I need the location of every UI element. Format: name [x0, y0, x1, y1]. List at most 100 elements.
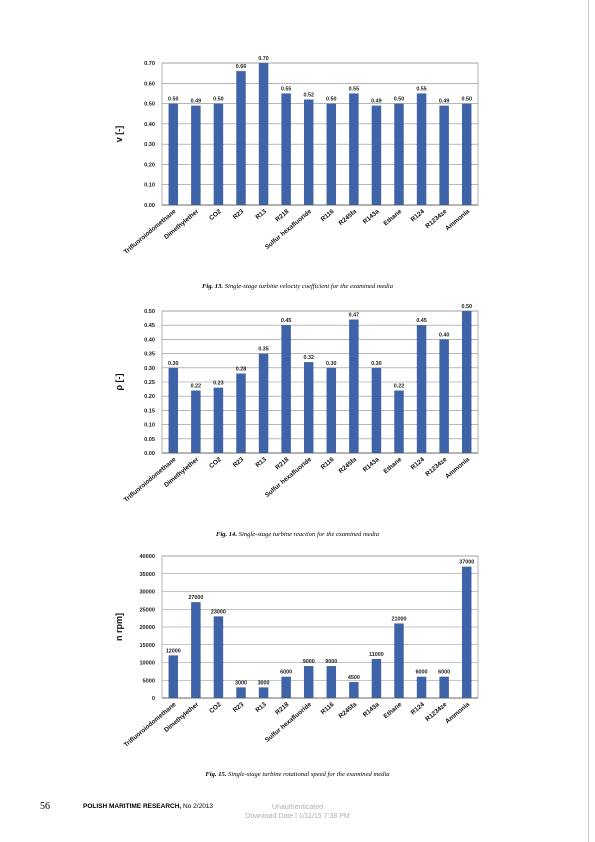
- x-tick-label: R13: [254, 701, 268, 714]
- data-label: 6000: [438, 670, 450, 676]
- page-edge-line: [588, 0, 589, 842]
- y-tick-label: 0.45: [144, 323, 155, 329]
- bar: [236, 373, 246, 453]
- caption-fig-number: Fig. 15.: [205, 771, 227, 778]
- x-tick-label: R124: [410, 456, 427, 471]
- data-label: 0.70: [258, 56, 269, 62]
- x-tick-label: Ammonia: [444, 456, 471, 480]
- x-tick-label: CO2: [208, 208, 223, 222]
- x-tick-label: R116: [320, 208, 336, 223]
- figure-caption-14: Fig. 14. Single-stage turbine reaction f…: [0, 531, 595, 538]
- x-tick-label: R23: [232, 701, 246, 714]
- data-label: 0.50: [168, 97, 179, 103]
- plot-area: [161, 62, 479, 206]
- y-tick-label: 0.60: [144, 81, 155, 87]
- bar: [281, 676, 291, 698]
- x-tick-label: R245fa: [338, 208, 359, 227]
- bar: [416, 325, 427, 453]
- x-tick-label: R13: [254, 208, 268, 221]
- watermark-download-date: Download Date | 1/11/15 7:38 PM: [245, 813, 350, 820]
- data-label: 0.50: [461, 97, 472, 103]
- bar: [349, 319, 359, 453]
- page-number: 56: [40, 801, 50, 812]
- journal-title: POLISH MARITIME RESEARCH,: [83, 803, 182, 810]
- page-footer: 56 POLISH MARITIME RESEARCH, No 2/2013 U…: [0, 801, 595, 820]
- bar: [371, 105, 382, 205]
- data-label: 0.49: [191, 99, 202, 105]
- x-tick-label: R218: [274, 701, 291, 716]
- bar: [213, 616, 224, 698]
- y-tick-label: 0.20: [144, 394, 155, 400]
- data-label: 9000: [325, 659, 337, 665]
- data-label: 0.52: [303, 93, 314, 99]
- x-tick-label: R218: [274, 456, 291, 471]
- data-label: 6000: [280, 670, 292, 676]
- data-label: 0.22: [191, 384, 202, 390]
- x-tick-label: R143a: [362, 456, 381, 474]
- bar: [281, 93, 291, 205]
- caption-fig-number: Fig. 13.: [201, 283, 224, 290]
- bar: [326, 103, 337, 205]
- x-tick-label: Ethane: [382, 701, 403, 720]
- y-tick-label: 0.35: [144, 352, 155, 358]
- bar: [168, 103, 179, 205]
- figure-caption-15: Fig. 15. Single-stage turbine rotational…: [0, 771, 595, 778]
- data-label: 9000: [303, 659, 315, 665]
- data-label: 0.50: [326, 97, 337, 103]
- x-tick-label: R245fa: [338, 456, 359, 475]
- data-label: 0.55: [349, 86, 360, 92]
- bar: [394, 390, 404, 453]
- y-tick-label: 20000: [139, 625, 155, 631]
- x-tick-label: CO2: [208, 456, 223, 470]
- x-tick-label: R218: [274, 208, 291, 223]
- y-tick-label: 0.40: [144, 337, 155, 343]
- x-tick-label: CO2: [208, 701, 223, 715]
- x-tick-label: R245fa: [338, 701, 359, 720]
- x-tick-label: R13: [254, 456, 268, 469]
- data-label: 0.47: [349, 313, 360, 319]
- data-label: 0.40: [439, 332, 450, 338]
- bar: [303, 666, 314, 698]
- data-label: 0.66: [236, 64, 247, 70]
- data-label: 0.55: [416, 86, 427, 92]
- data-label: 23000: [211, 609, 226, 615]
- bar: [439, 339, 449, 453]
- y-tick-label: 0.10: [144, 423, 155, 429]
- bar: [303, 362, 314, 453]
- y-axis-label: ρ [-]: [114, 373, 124, 390]
- bar: [191, 390, 201, 453]
- x-tick-label: Ammonia: [444, 701, 471, 725]
- caption-fig-number: Fig. 14.: [215, 531, 238, 538]
- y-tick-label: 0.50: [144, 102, 155, 108]
- data-label: 0.30: [168, 361, 179, 367]
- data-label: 0.49: [439, 99, 450, 105]
- data-label: 3000: [235, 680, 247, 686]
- y-tick-label: 0.30: [144, 366, 155, 372]
- bar: [258, 63, 269, 205]
- data-label: 0.50: [461, 304, 472, 310]
- data-label: 0.35: [258, 347, 269, 353]
- data-label: 0.45: [416, 318, 427, 324]
- y-tick-label: 35000: [139, 572, 155, 578]
- bar: [394, 103, 404, 205]
- data-label: 0.50: [213, 97, 224, 103]
- data-label: 0.30: [371, 361, 382, 367]
- x-tick-label: R124: [410, 208, 427, 223]
- bar: [281, 325, 291, 453]
- y-tick-label: 0.25: [144, 380, 155, 386]
- bar: [258, 687, 269, 698]
- data-label: 12000: [166, 648, 181, 654]
- y-axis-label: n rpm]: [114, 613, 124, 641]
- bar: [236, 71, 246, 205]
- y-tick-label: 0.20: [144, 162, 155, 168]
- bar: [349, 93, 359, 205]
- data-label: 0.23: [213, 381, 224, 387]
- bar: [326, 367, 337, 453]
- bar: [461, 566, 472, 698]
- data-label: 0.49: [371, 99, 382, 105]
- y-tick-label: 0.00: [144, 203, 155, 209]
- data-label: 6000: [416, 670, 428, 676]
- y-tick-label: 5000: [143, 678, 155, 684]
- bar: [191, 602, 201, 698]
- x-tick-label: R23: [232, 456, 246, 469]
